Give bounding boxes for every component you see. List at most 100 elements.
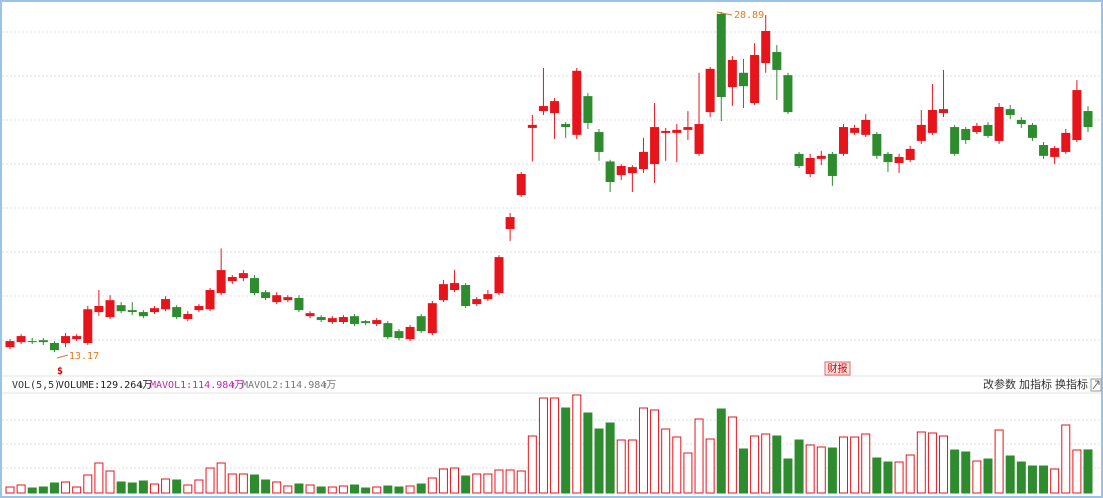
candle-body <box>950 127 960 154</box>
volume-bar <box>705 438 715 494</box>
volume-bar <box>5 486 15 494</box>
candle-body <box>1072 90 1082 141</box>
volume-bar <box>350 484 360 494</box>
candle-body <box>416 316 426 332</box>
volume-bar <box>794 439 804 494</box>
candle-body <box>1005 109 1015 115</box>
candle-body <box>372 320 382 324</box>
candle-body <box>794 153 804 167</box>
volume-bar <box>149 483 159 494</box>
volume-bar <box>1083 449 1093 494</box>
candle-body <box>961 129 971 141</box>
volume-bar <box>983 458 993 494</box>
volume-bar <box>683 452 693 494</box>
candle-body <box>5 341 15 348</box>
candle-body <box>827 153 837 176</box>
volume-bar <box>950 449 960 494</box>
volume-bar <box>839 436 849 494</box>
volume-bar <box>561 407 571 494</box>
indicator-arrow: ↓ <box>138 380 144 391</box>
volume-bar <box>127 482 137 494</box>
dividend-marker[interactable]: $ <box>57 366 63 377</box>
candle-body <box>94 306 104 313</box>
candle-body <box>538 106 548 112</box>
candle-body <box>916 124 926 141</box>
candle-body <box>361 321 371 324</box>
volume-bar <box>494 469 504 494</box>
indicator-arrow: ↑ <box>322 380 328 391</box>
volume-bar <box>816 446 826 494</box>
candle-body <box>816 155 826 159</box>
volume-bar <box>305 484 315 494</box>
volume-bar <box>627 439 637 494</box>
report-marker[interactable]: 财报 <box>828 362 848 375</box>
volume-bar <box>227 473 237 494</box>
candle-body <box>505 217 515 229</box>
candle-body <box>172 307 182 318</box>
candle-body <box>550 101 560 113</box>
volume-bar <box>761 433 771 494</box>
volume-bar <box>527 435 537 494</box>
candle-body <box>249 278 259 294</box>
candle-body <box>149 308 159 313</box>
indicator-mavol1: MAVOL1:114.984万 <box>150 380 244 391</box>
volume-bar <box>583 412 593 494</box>
volume-bar <box>883 461 893 494</box>
volume-bar <box>461 475 471 494</box>
volume-bar <box>427 477 437 494</box>
candle-body <box>694 124 704 154</box>
volume-bar <box>1005 455 1015 494</box>
candle-body <box>294 298 304 311</box>
volume-bar <box>805 444 815 494</box>
volume-bar <box>94 462 104 494</box>
volume-bar <box>416 483 426 494</box>
candle-body <box>116 305 126 312</box>
volume-bar <box>994 429 1004 494</box>
candle-body <box>27 341 37 343</box>
volume-bar <box>1027 465 1037 494</box>
high-label: 28.89 <box>734 10 764 21</box>
volume-bar <box>750 435 760 494</box>
candle-body <box>672 129 682 133</box>
volume-bar <box>972 460 982 494</box>
volume-bar <box>338 485 348 494</box>
candle-body <box>350 316 360 324</box>
candle-body <box>472 299 482 305</box>
candle-body <box>994 106 1004 141</box>
candle-body <box>461 285 471 307</box>
indicator-volume: VOLUME:129.264万 <box>58 380 152 391</box>
volume-bar <box>594 428 604 494</box>
candle-body <box>1050 148 1060 157</box>
candle-body <box>939 109 949 113</box>
candle-body <box>438 284 448 301</box>
candle-body <box>583 96 593 123</box>
button[interactable]: 换指标 <box>1055 377 1088 391</box>
volume-bar <box>172 479 182 494</box>
candle-body <box>1039 145 1049 156</box>
volume-bar <box>505 469 515 494</box>
volume-bar <box>694 418 704 494</box>
button[interactable]: 改参数 <box>983 377 1016 391</box>
collapse-icon <box>1092 380 1100 390</box>
candle-body <box>1016 119 1026 125</box>
candle-body <box>927 109 937 133</box>
candle-body <box>427 303 437 334</box>
candle-body <box>283 297 293 301</box>
volume-bar <box>572 394 582 494</box>
volume-bar <box>238 473 248 494</box>
candle-body <box>72 336 82 340</box>
volume-bar <box>405 485 415 494</box>
volume-bar <box>383 485 393 494</box>
candle-body <box>1083 111 1093 128</box>
report-box[interactable] <box>824 361 851 376</box>
candle-body <box>450 283 460 290</box>
volume-bar <box>38 486 48 494</box>
candle-body <box>227 277 237 282</box>
candle-body <box>1027 124 1037 138</box>
volume-bar <box>1061 424 1071 494</box>
candle-body <box>861 119 871 135</box>
candle-body <box>138 312 148 317</box>
volume-bar <box>105 470 115 494</box>
candle-body <box>83 309 93 344</box>
button[interactable]: 加指标 <box>1019 377 1052 391</box>
